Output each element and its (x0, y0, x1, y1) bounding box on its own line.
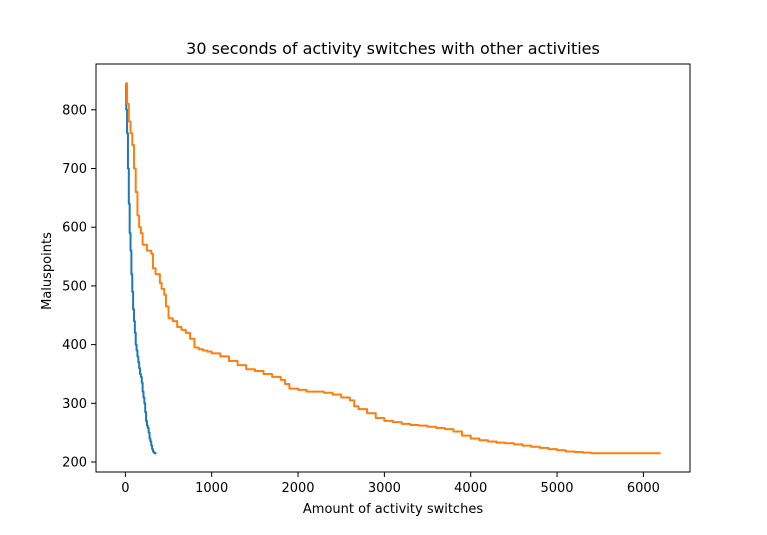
y-tick-label: 300 (62, 397, 87, 412)
x-tick-label: 2000 (281, 481, 314, 496)
x-tick-label: 0 (121, 481, 129, 496)
x-tick-label: 1000 (195, 481, 228, 496)
x-tick-label: 5000 (540, 481, 573, 496)
y-axis: 200 300 400 500 600 700 800 (62, 103, 96, 471)
chart-title: 30 seconds of activity switches with oth… (186, 39, 600, 58)
y-axis-label: Maluspoints (40, 232, 55, 310)
y-tick-label: 500 (62, 279, 87, 294)
y-tick-label: 600 (62, 221, 87, 236)
x-tick-label: 4000 (454, 481, 487, 496)
series-line-1 (125, 82, 157, 455)
series-line-2 (125, 82, 661, 455)
x-tick-label: 6000 (627, 481, 660, 496)
x-axis: 0 1000 2000 3000 4000 5000 6000 (121, 472, 660, 496)
y-tick-label: 400 (62, 338, 87, 353)
x-axis-label: Amount of activity switches (303, 502, 483, 517)
y-tick-label: 200 (62, 456, 87, 471)
y-tick-label: 700 (62, 162, 87, 177)
series-layer (125, 82, 661, 455)
x-tick-label: 3000 (368, 481, 401, 496)
y-tick-label: 800 (62, 103, 87, 118)
plot-frame (95, 63, 691, 473)
